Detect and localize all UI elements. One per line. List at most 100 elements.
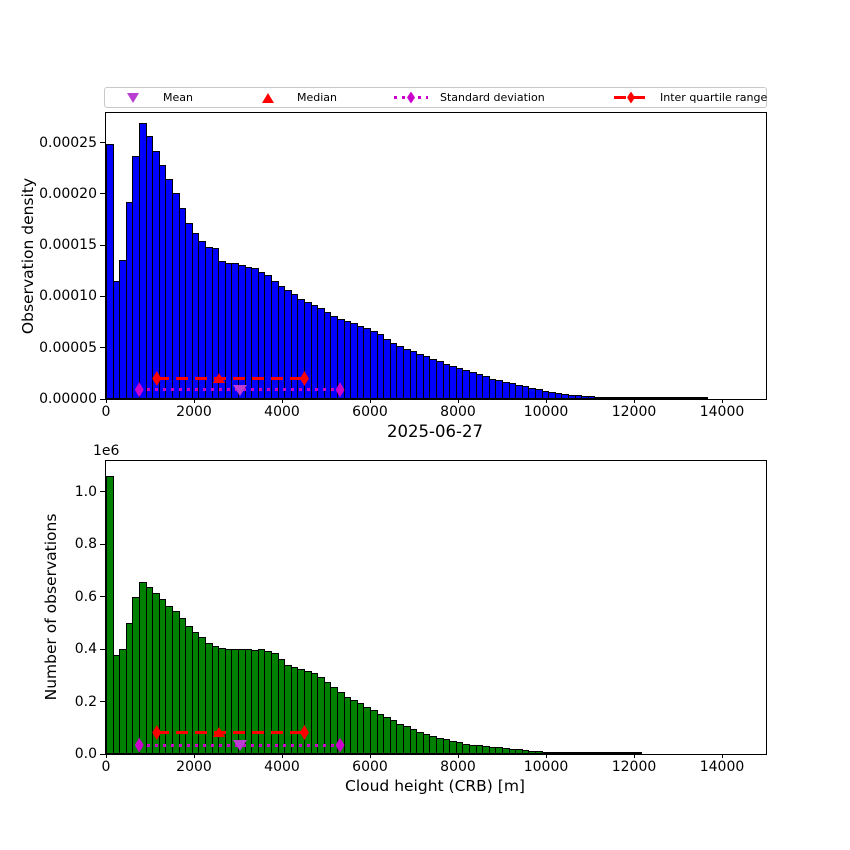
iqr-cap-diamond xyxy=(152,370,162,386)
subplot-title: 2025-06-27 xyxy=(387,422,483,441)
legend-label: Mean xyxy=(163,91,193,104)
y-tick-mark xyxy=(100,596,105,598)
x-tick-label: 2000 xyxy=(176,759,212,775)
y-tick-mark xyxy=(100,347,105,349)
x-tick-mark xyxy=(457,754,459,758)
legend-entry: Inter quartile range xyxy=(614,88,767,107)
legend-triangle-up-sample xyxy=(262,93,274,103)
top-y-axis-label: Observation density xyxy=(19,177,37,335)
legend-entry: Median xyxy=(251,88,337,107)
y-tick-mark xyxy=(100,491,105,493)
legend-label: Inter quartile range xyxy=(660,91,768,104)
x-axis-label: Cloud height (CRB) [m] xyxy=(345,777,525,795)
x-tick-mark xyxy=(369,754,371,758)
y-axis-offset-text: 1e6 xyxy=(93,443,120,459)
legend-diamond-sample xyxy=(627,91,635,104)
histogram-bar xyxy=(106,143,114,399)
x-tick-label: 14000 xyxy=(699,759,745,775)
y-tick-label: 0.00010 xyxy=(39,288,97,305)
x-tick-mark xyxy=(281,754,283,758)
y-tick-mark xyxy=(100,648,105,650)
x-tick-mark xyxy=(105,754,107,758)
y-tick-label: 0.00020 xyxy=(39,185,97,202)
x-tick-mark xyxy=(193,399,195,403)
legend-entry: Mean xyxy=(117,88,193,107)
histogram-bar xyxy=(634,752,642,754)
bottom-histogram-axes: 0 2000 4000 6000 8000 10000 12000 14000 0.0 0.2 0.… xyxy=(75,460,767,775)
y-tick-label: 0.4 xyxy=(74,641,97,658)
y-tick-mark xyxy=(100,753,105,755)
y-tick-label: 0.6 xyxy=(74,588,97,605)
y-tick-mark xyxy=(100,701,105,703)
y-tick-mark xyxy=(100,295,105,297)
top-histogram-plot-area xyxy=(106,113,766,399)
iqr-line xyxy=(156,731,305,734)
bottom-histogram-plot-area xyxy=(106,461,766,754)
y-tick-mark xyxy=(100,398,105,400)
y-tick-label: 0.00000 xyxy=(39,391,97,407)
x-tick-label: 6000 xyxy=(352,759,388,775)
y-tick-mark xyxy=(100,193,105,195)
histogram-bar xyxy=(700,397,708,399)
legend-median-icon xyxy=(251,90,285,105)
x-tick-mark xyxy=(281,399,283,403)
histogram-bar xyxy=(106,476,114,754)
median-marker xyxy=(213,372,226,383)
x-tick-mark xyxy=(105,399,107,403)
iqr-cap-diamond xyxy=(152,725,162,740)
x-tick-label: 6000 xyxy=(352,404,388,420)
x-tick-label: 14000 xyxy=(699,404,745,420)
x-tick-mark xyxy=(369,399,371,403)
x-tick-label: 10000 xyxy=(523,759,569,775)
std-dev-cap-diamond xyxy=(134,737,144,753)
x-tick-mark xyxy=(193,754,195,758)
y-tick-label: 1.0 xyxy=(74,483,97,500)
x-tick-label: 10000 xyxy=(523,404,569,420)
x-tick-label: 4000 xyxy=(264,404,300,420)
x-tick-label: 2000 xyxy=(176,404,212,420)
x-tick-mark xyxy=(457,399,459,403)
y-tick-mark xyxy=(100,142,105,144)
legend-label: Standard deviation xyxy=(440,91,545,104)
x-tick-mark xyxy=(545,399,547,403)
x-tick-mark xyxy=(633,399,635,403)
legend-std-dev-icon xyxy=(394,90,428,105)
top-histogram-axes: 0 2000 4000 6000 8000 10000 12000 14000 0.00000 0… xyxy=(39,112,767,420)
std-dev-cap-diamond xyxy=(335,737,345,753)
iqr-cap-diamond xyxy=(299,725,309,740)
iqr-line xyxy=(156,376,305,380)
x-tick-label: 0 xyxy=(101,404,111,420)
std-dev-cap-diamond xyxy=(335,382,345,398)
x-tick-label: 0 xyxy=(101,759,111,775)
y-tick-label: 0.0 xyxy=(74,746,97,762)
legend-entry: Standard deviation xyxy=(394,88,545,107)
y-tick-label: 0.00025 xyxy=(39,134,97,151)
y-tick-label: 0.00005 xyxy=(39,339,97,356)
y-tick-mark xyxy=(100,543,105,545)
x-tick-label: 4000 xyxy=(264,759,300,775)
iqr-cap-diamond xyxy=(299,370,309,386)
legend-iqr-icon xyxy=(614,90,648,105)
y-tick-label: 0.8 xyxy=(74,536,97,553)
legend-label: Median xyxy=(297,91,338,104)
median-marker xyxy=(213,727,226,737)
y-tick-label: 0.2 xyxy=(74,693,97,710)
x-tick-label: 8000 xyxy=(440,404,476,420)
x-tick-label: 8000 xyxy=(440,759,476,775)
legend-mean-icon xyxy=(117,90,151,105)
x-tick-label: 12000 xyxy=(611,759,657,775)
y-tick-mark xyxy=(100,244,105,246)
x-tick-label: 12000 xyxy=(611,404,657,420)
legend-triangle-down-sample xyxy=(127,93,139,103)
y-tick-label: 0.00015 xyxy=(39,237,97,254)
bottom-y-axis-label: Number of observations xyxy=(42,513,60,701)
legend-diamond-sample xyxy=(407,91,415,104)
mean-marker xyxy=(233,740,248,752)
x-tick-mark xyxy=(633,754,635,758)
std-dev-cap-diamond xyxy=(134,382,144,398)
mean-marker xyxy=(233,384,248,396)
legend: Mean Median Standard deviation Inter quarti… xyxy=(104,87,767,108)
x-tick-mark xyxy=(545,754,547,758)
x-tick-mark xyxy=(721,754,723,758)
